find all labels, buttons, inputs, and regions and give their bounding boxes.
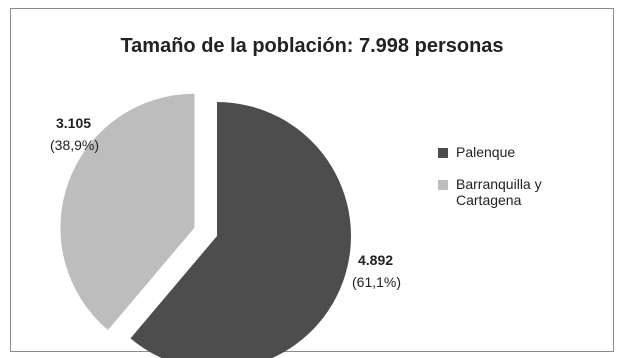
pie-slice-barranquilla-cartagena (60, 93, 195, 331)
chart-legend: Palenque Barranquilla y Cartagena (438, 144, 566, 224)
legend-label-palenque: Palenque (456, 144, 516, 160)
chart-title: Tamaño de la población: 7.998 personas (120, 35, 504, 57)
slice-percent-label-palenque: (61,1%) (352, 274, 401, 290)
slice-percent-label-barranquilla-cartagena: (38,9%) (50, 137, 99, 153)
legend-label-barranquilla-cartagena: Barranquilla y Cartagena (456, 176, 542, 208)
legend-item-palenque: Palenque (438, 144, 566, 160)
pie-slice-palenque (130, 102, 351, 358)
slice-value-label-palenque: 4.892 (358, 252, 393, 268)
slice-value-label-barranquilla-cartagena: 3.105 (56, 115, 91, 131)
legend-item-barranquilla-cartagena: Barranquilla y Cartagena (438, 176, 566, 208)
legend-swatch-palenque (438, 148, 448, 158)
legend-swatch-barranquilla-cartagena (438, 180, 448, 190)
